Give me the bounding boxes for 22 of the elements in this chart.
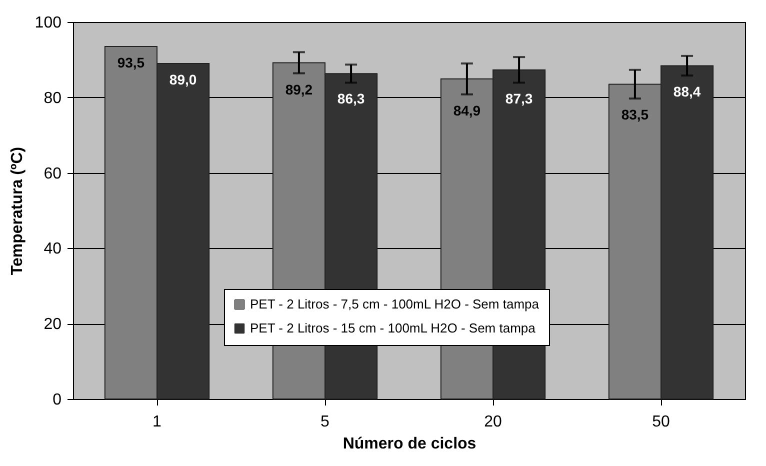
y-tick-label: 80 bbox=[44, 90, 62, 107]
x-tick-label: 20 bbox=[484, 414, 502, 430]
y-tick-label: 40 bbox=[44, 240, 62, 258]
data-label: 88,4 bbox=[673, 84, 701, 100]
legend-label: PET - 2 Litros - 7,5 cm - 100mL H2O - Sem tampa bbox=[250, 296, 540, 312]
y-tick-label: 60 bbox=[44, 165, 62, 182]
y-axis-title: Temperatura (ºC) bbox=[8, 146, 26, 276]
data-label: 84,9 bbox=[453, 102, 481, 118]
data-label: 89,2 bbox=[285, 81, 313, 98]
data-label: 93,5 bbox=[117, 54, 145, 71]
x-tick-label: 5 bbox=[320, 414, 330, 430]
data-label: 89,0 bbox=[169, 71, 197, 88]
legend-label: PET - 2 Litros - 15 cm - 100mL H2O - Sem tampa bbox=[250, 320, 536, 336]
y-tick-label: 100 bbox=[34, 14, 62, 32]
data-label: 86,3 bbox=[337, 90, 365, 107]
x-tick-label: 50 bbox=[652, 414, 670, 430]
y-tick-label: 20 bbox=[44, 316, 62, 334]
y-tick-label: 0 bbox=[52, 392, 62, 408]
x-axis-title: Número de ciclos bbox=[342, 436, 476, 452]
data-label: 83,5 bbox=[621, 106, 649, 123]
data-label: 87,3 bbox=[505, 90, 533, 107]
x-tick-label: 1 bbox=[152, 414, 162, 430]
